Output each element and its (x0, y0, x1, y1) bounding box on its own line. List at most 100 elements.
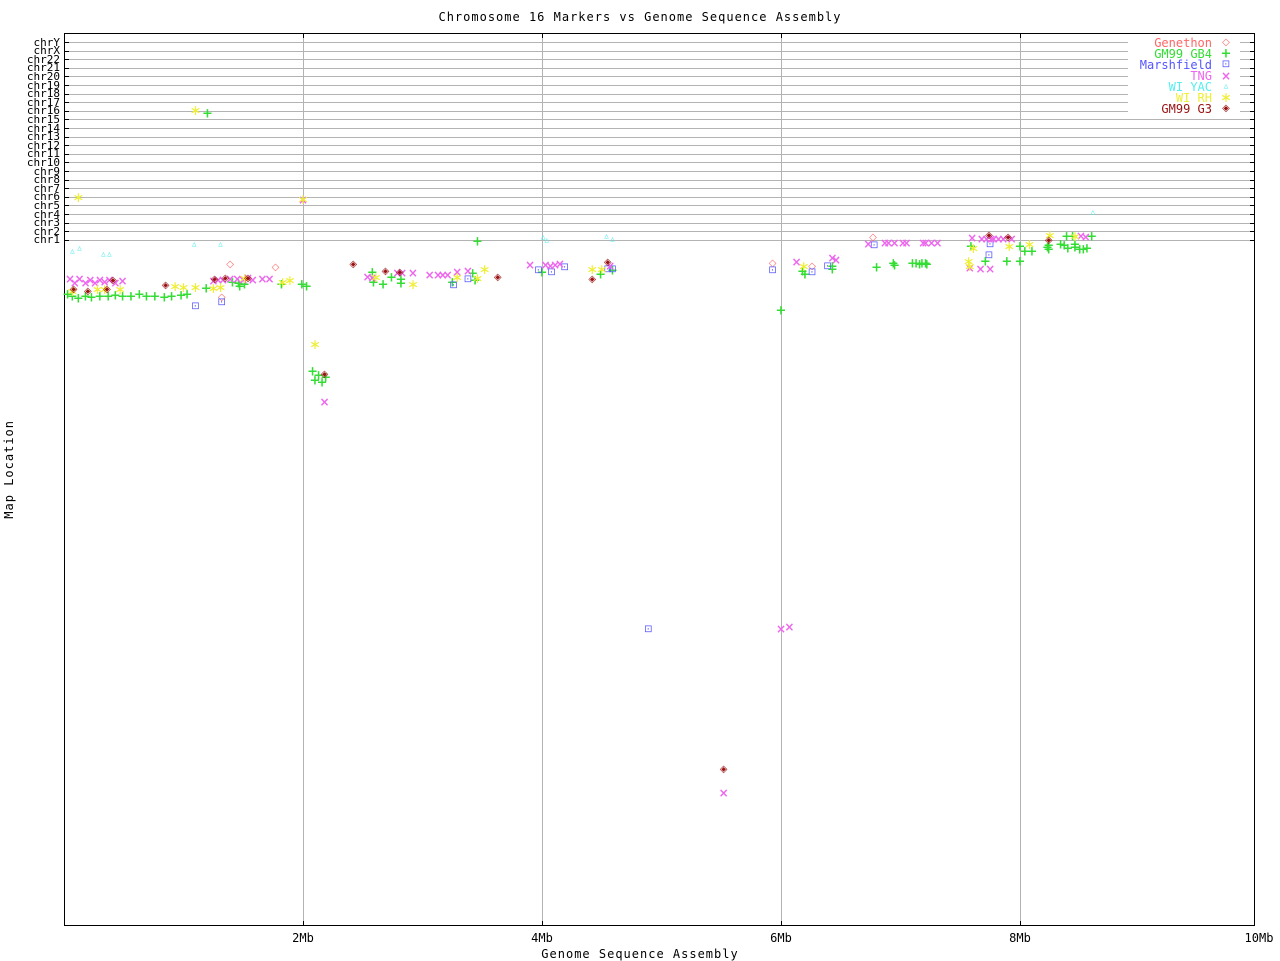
gridline-chr9 (64, 171, 1255, 172)
marker-tng: × (397, 266, 408, 280)
left-tick-chr20 (64, 76, 69, 78)
marker-gm99-gb4: + (201, 106, 213, 122)
x-tick-label-4mb: 4Mb (531, 931, 553, 945)
marker-gm99-gb4: + (826, 262, 838, 278)
marker-tng: × (117, 274, 128, 288)
legend-symbol-gm99-g3: ◈ (1222, 103, 1230, 114)
marker-gm99-gb4: + (80, 289, 91, 305)
marker-gm99-gb4: + (1061, 229, 1073, 245)
right-tick-chr2 (1250, 231, 1255, 233)
gridline-chr20 (64, 76, 1255, 78)
marker-wi-rh: ∗ (189, 103, 202, 119)
marker-tng: × (986, 232, 997, 246)
marker-tng: × (64, 272, 75, 286)
marker-tng: × (863, 237, 874, 251)
marker-gm99-gb4: + (72, 291, 84, 307)
marker-tng: × (407, 266, 418, 280)
y-tick-label-chr18: chr18 (26, 87, 60, 101)
marker-wi-rh: ∗ (189, 280, 202, 296)
marker-tng: × (232, 272, 243, 286)
left-tick-chr1 (64, 239, 69, 241)
marker-gm99-gb4: + (1077, 242, 1089, 258)
left-tick-chr17 (64, 102, 69, 104)
marker-gm99-gb4: + (595, 267, 606, 283)
marker-tng: × (926, 236, 937, 250)
x-tick-label-8mb: 8Mb (1009, 931, 1031, 945)
x-tick-label-10mb: 10Mb (1244, 931, 1274, 945)
gridline-chr1 (64, 239, 1255, 241)
marker-tng: × (784, 620, 795, 634)
marker-tng: × (975, 262, 986, 276)
marker-tng: × (1080, 230, 1091, 244)
gridline-chrY (64, 42, 1255, 43)
right-tick-chr12 (1250, 145, 1255, 147)
marker-gm99-gb4: + (66, 289, 78, 305)
gridline-chr15 (64, 119, 1255, 121)
bottom-tick-4mb (542, 921, 543, 926)
left-tick-chrY (64, 42, 69, 43)
bottom-tick-2mb (303, 921, 304, 926)
marker-gm99-gb4: + (469, 273, 481, 289)
legend-symbol-wi-rh: ∗ (1220, 90, 1232, 106)
marker-gm99-g3: ◈ (395, 267, 404, 278)
marker-tng: × (367, 271, 378, 285)
marker-gm99-gb4: + (1069, 237, 1081, 253)
marker-tng: × (897, 236, 908, 250)
x-axis-label: Genome Sequence Assembly (541, 947, 739, 961)
marker-wi-rh: ∗ (309, 337, 321, 353)
marker-marshfield: ⊡ (547, 267, 556, 278)
marker-gm99-gb4: + (887, 256, 899, 272)
legend-label-gm99-g3: GM99 G3 (1161, 101, 1212, 116)
marker-wi-rh: ∗ (276, 275, 289, 291)
marker-tng: × (264, 272, 275, 286)
marker-gm99-g3: ◈ (719, 764, 728, 775)
y-tick-label-chr3: chr3 (33, 216, 61, 230)
marker-wi-rh: ∗ (962, 254, 975, 270)
bottom-tick-8mb (1020, 921, 1021, 926)
marker-gm99-gb4: + (799, 267, 811, 283)
marker-tng: × (827, 251, 838, 265)
marker-tng: × (830, 253, 841, 267)
marker-gm99-gb4: + (1001, 254, 1013, 270)
marker-gm99-gb4: + (320, 370, 332, 386)
marker-gm99-gb4: + (1014, 239, 1026, 255)
marker-wi-rh: ∗ (114, 282, 127, 298)
legend-symbol-gm99-gb4: + (1220, 46, 1232, 62)
marker-wi-rh: ∗ (370, 270, 382, 286)
marker-wi-rh: ∗ (66, 284, 79, 300)
left-tick-chr7 (64, 188, 69, 190)
marker-marshfield: ⊡ (985, 239, 995, 250)
marker-gm99-gb4: + (309, 373, 321, 389)
marker-tng: × (69, 276, 80, 290)
chart-title: Chromosome 16 Markers vs Genome Sequence… (438, 10, 842, 24)
marker-gm99-g3: ◈ (349, 259, 358, 270)
left-tick-chr15 (64, 119, 69, 121)
gridline-chr19 (64, 85, 1255, 86)
marker-wi-rh: ∗ (214, 280, 227, 296)
marker-wi-yac: ▵ (544, 235, 550, 246)
marker-gm99-gb4: + (109, 288, 121, 304)
marker-gm99-g3: ◈ (603, 257, 612, 268)
marker-tng: × (550, 258, 561, 272)
gridline-chr17 (64, 102, 1255, 104)
marker-gm99-gb4: + (276, 277, 287, 293)
marker-wi-rh: ∗ (797, 259, 810, 275)
left-tick-chr5 (64, 205, 69, 207)
gridline-chr7 (64, 188, 1255, 190)
top-tick-6mb (781, 33, 782, 38)
marker-tng: × (208, 274, 219, 288)
marker-tng: × (993, 232, 1004, 246)
marker-marshfield: ⊡ (463, 274, 473, 285)
marker-marshfield: ⊡ (217, 297, 226, 308)
top-tick-4mb (542, 33, 543, 38)
gridline-chrX (64, 50, 1255, 52)
marker-gm99-g3: ◈ (244, 273, 252, 284)
right-tick-chr18 (1250, 93, 1255, 95)
marker-tng: × (297, 193, 309, 207)
legend-symbol-wi-yac: ▵ (1223, 81, 1229, 92)
legend-background (1128, 36, 1240, 117)
marker-tng: × (424, 268, 435, 282)
y-tick-label-chr9: chr9 (33, 164, 61, 178)
marker-tng: × (883, 236, 894, 250)
marker-marshfield: ⊡ (191, 301, 200, 312)
